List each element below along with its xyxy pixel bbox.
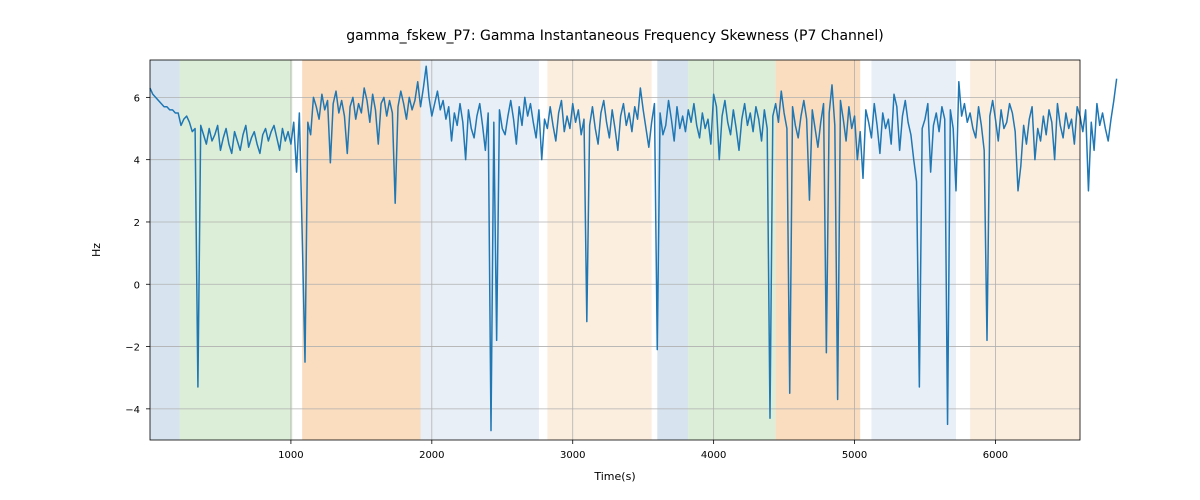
x-tick-label: 3000 xyxy=(560,450,585,461)
x-axis-label: Time(s) xyxy=(593,470,635,483)
y-tick-label: 6 xyxy=(134,93,140,104)
y-tick-label: 4 xyxy=(134,156,140,167)
region-band xyxy=(970,60,1080,440)
x-tick-label: 5000 xyxy=(842,450,867,461)
y-tick-label: 2 xyxy=(134,218,140,229)
region-band xyxy=(657,60,688,440)
x-tick-label: 4000 xyxy=(701,450,726,461)
y-tick-label: −4 xyxy=(125,405,140,416)
y-tick-labels: −4 −2 0 2 4 6 xyxy=(125,93,140,415)
x-tick-label: 2000 xyxy=(419,450,444,461)
x-tick-label: 1000 xyxy=(278,450,303,461)
y-tick-label: 0 xyxy=(134,280,140,291)
chart-svg: gamma_fskew_P7: Gamma Instantaneous Freq… xyxy=(0,0,1200,500)
chart-title: gamma_fskew_P7: Gamma Instantaneous Freq… xyxy=(346,28,884,44)
y-tick-label: −2 xyxy=(125,343,140,354)
y-axis-label: Hz xyxy=(90,243,103,257)
x-tick-label: 6000 xyxy=(983,450,1008,461)
chart-root: gamma_fskew_P7: Gamma Instantaneous Freq… xyxy=(0,0,1200,500)
region-band xyxy=(150,60,180,440)
x-tick-labels: 1000 2000 3000 4000 5000 6000 xyxy=(278,450,1008,461)
